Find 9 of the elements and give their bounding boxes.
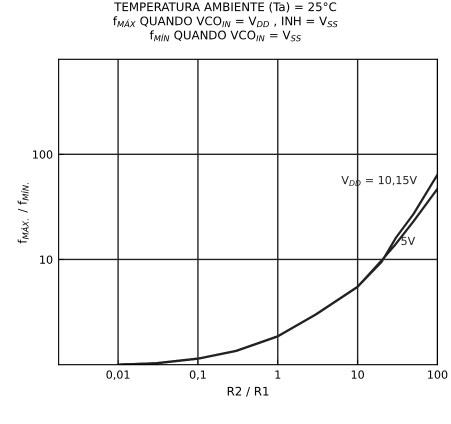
- x-axis-title: R2 / R1: [228, 386, 268, 397]
- series-label: 5V: [401, 236, 416, 246]
- x-tick-label: 0,1: [190, 370, 206, 380]
- y-axis-title: f$_{MÁX.}$ / f$_{MÍN.}$: [18, 183, 29, 244]
- chart-title: TEMPERATURA AMBIENTE (Ta) = 25°C f$_{MÁX}$ QUANDO VCO$_{IN}$ = V$_{DD}$ , INH = V$_{SS}$ f$_{MÍN}$ QUANDO VCO$_{IN}$ = V$_{SS}$: [113, 2, 338, 42]
- x-tick-label: 1: [275, 370, 280, 379]
- x-tick-label: 0,01: [106, 370, 130, 380]
- x-tick-label: 100: [428, 370, 448, 379]
- x-tick-label: 10: [352, 370, 364, 379]
